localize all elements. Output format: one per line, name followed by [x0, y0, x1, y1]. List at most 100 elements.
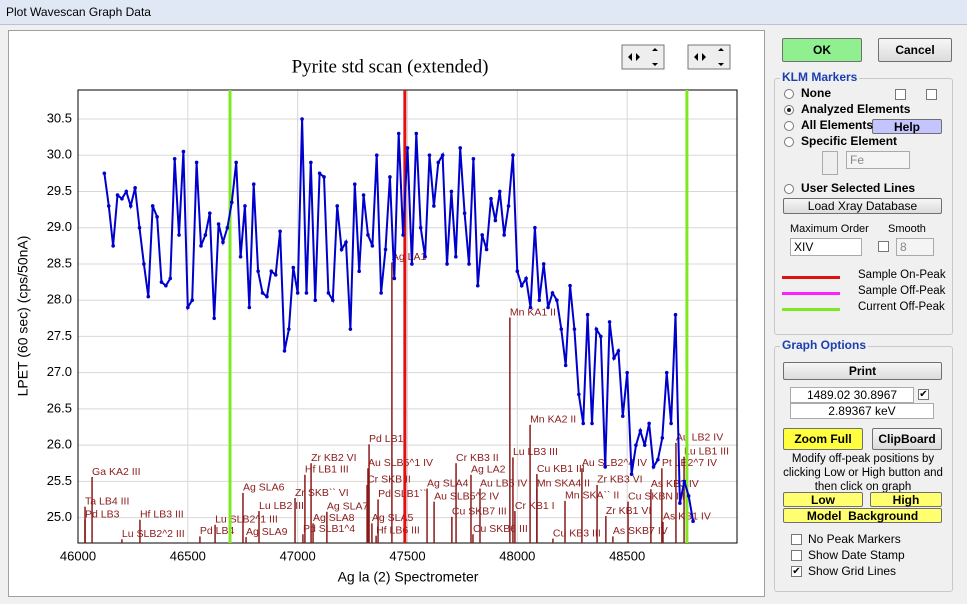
max-order-combo[interactable]: XIV [790, 238, 862, 256]
data-point [418, 225, 423, 230]
data-point [656, 457, 660, 462]
data-point [502, 233, 506, 237]
data-point [172, 157, 177, 161]
title-bar: Plot Wavescan Graph Data [0, 0, 967, 25]
legend-swatch [782, 292, 840, 295]
data-point [133, 186, 137, 190]
radio-label[interactable]: Analyzed Elements [801, 102, 911, 116]
klm-label: Pd SLB1`` [378, 488, 426, 500]
klm-label: Lu SLB2^2 III [122, 528, 185, 540]
klm-label: Cu SKB6 III [473, 523, 528, 535]
radio[interactable] [784, 89, 794, 99]
data-point [221, 240, 225, 245]
radio-label[interactable]: None [801, 86, 831, 100]
clipboard-button[interactable]: ClipBoard [872, 428, 942, 450]
data-point [506, 204, 511, 208]
data-point [484, 247, 489, 252]
data-point [366, 233, 370, 237]
data-point [168, 276, 173, 281]
high-button[interactable]: High [870, 492, 942, 507]
data-point [326, 291, 331, 295]
instructions: Modify off-peak positions by clicking Lo… [783, 453, 943, 493]
klm-label: Cu KB3 III [553, 527, 601, 539]
y-tick-label: 26.5 [47, 400, 72, 415]
data-point [537, 298, 542, 302]
klm-title: KLM Markers [780, 70, 860, 84]
data-point [361, 193, 366, 197]
data-point [309, 160, 313, 165]
cancel-button[interactable]: Cancel [878, 38, 952, 62]
radio-label[interactable]: User Selected Lines [801, 181, 916, 195]
legend-label: Current Off-Peak [858, 301, 945, 313]
ok-button[interactable]: OK [782, 38, 862, 62]
checkbox-label[interactable]: Show Grid Lines [808, 564, 897, 578]
smooth-checkbox[interactable] [878, 241, 889, 252]
radio[interactable] [784, 121, 794, 131]
model-background-button[interactable]: Model Background [783, 508, 942, 523]
print-button[interactable]: Print [783, 362, 942, 380]
checkbox[interactable]: ✔ [791, 566, 802, 577]
klm-label: Ta LB4 III [85, 495, 129, 507]
help-button[interactable]: Help [872, 119, 942, 134]
radio[interactable] [784, 184, 794, 194]
data-point [467, 262, 471, 266]
data-point [651, 465, 656, 469]
data-point [678, 501, 682, 505]
checkbox-label[interactable]: Show Date Stamp [808, 548, 905, 562]
data-point [177, 233, 181, 237]
data-point [212, 316, 216, 321]
radio-label[interactable]: Specific Element [801, 134, 898, 148]
data-point [287, 327, 291, 331]
klm-label: Mn SKA4 II [537, 477, 590, 489]
data-point [352, 182, 357, 187]
data-point [234, 160, 238, 165]
checkbox[interactable] [791, 550, 802, 561]
klm-label: Cr SKB II [367, 474, 411, 486]
plot-area [77, 89, 738, 544]
legend-label: Sample On-Peak [858, 269, 946, 281]
scroll-buttons[interactable] [621, 44, 731, 70]
cursor-checkbox[interactable]: ✔ [918, 389, 929, 400]
klm-label: Mn KA1 II [510, 306, 556, 318]
checkbox[interactable] [895, 89, 906, 100]
data-point [581, 421, 586, 426]
spinner[interactable] [822, 151, 838, 175]
load-db-button[interactable]: Load Xray Database [783, 198, 942, 214]
data-point [572, 327, 577, 331]
klm-label: Mn SKA`` II [565, 490, 619, 502]
data-point [497, 189, 502, 194]
data-point [414, 131, 419, 136]
radio[interactable] [784, 105, 794, 115]
data-point [528, 305, 533, 310]
klm-label: Cu SKB7 III [452, 506, 507, 518]
low-button[interactable]: Low [783, 492, 863, 507]
data-point [489, 196, 493, 201]
klm-label: Ag SLA4 [427, 477, 469, 489]
radio[interactable] [784, 137, 794, 147]
data-point [383, 247, 388, 252]
checkbox[interactable] [791, 534, 802, 545]
data-point [313, 298, 318, 302]
y-tick-label: 30.5 [47, 110, 72, 125]
data-point [120, 196, 124, 201]
data-point [295, 291, 300, 295]
data-point [594, 327, 599, 331]
klm-label: Lu LB3 III [513, 446, 558, 458]
data-point [410, 262, 414, 266]
legend-swatch [782, 308, 840, 311]
data-point [322, 175, 326, 179]
radio-label[interactable]: All Elements [801, 118, 874, 132]
checkbox-label[interactable]: No Peak Markers [808, 532, 901, 546]
klm-label: Ag SLA9 [246, 526, 288, 538]
y-tick-label: 28.0 [47, 292, 72, 307]
zoom-full-button[interactable]: Zoom Full [783, 428, 863, 450]
data-point [348, 327, 353, 331]
data-point [273, 273, 278, 277]
checkbox[interactable] [926, 89, 937, 100]
data-point [559, 327, 564, 331]
element-combo[interactable]: Fe [846, 151, 910, 169]
data-point [519, 283, 524, 288]
smooth-combo[interactable]: 8 [896, 238, 934, 256]
data-point [436, 160, 441, 165]
y-tick-label: 28.5 [47, 255, 72, 270]
